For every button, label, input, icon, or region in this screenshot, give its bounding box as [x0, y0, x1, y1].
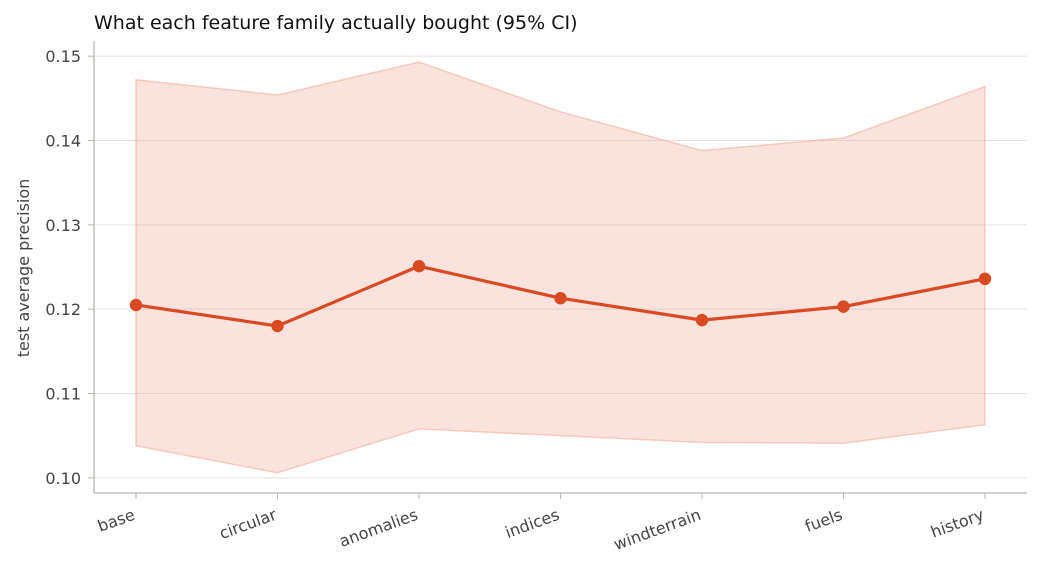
x-tick-label-circular: circular — [217, 505, 280, 543]
x-tick-label-windterrain: windterrain — [611, 505, 703, 554]
x-tick-label-indices: indices — [503, 505, 562, 542]
data-point-indices — [554, 292, 567, 305]
data-points — [129, 259, 992, 333]
ci-band — [135, 61, 986, 474]
y-tick-label: 0.10 — [45, 469, 81, 488]
y-axis-label: test average precision — [14, 179, 33, 358]
data-point-windterrain — [695, 313, 709, 327]
data-point-circular — [271, 319, 284, 333]
data-point-anomalies — [412, 259, 426, 273]
x-tick-label-anomalies: anomalies — [337, 505, 421, 551]
y-tick-label: 0.12 — [45, 300, 81, 319]
y-tick-label: 0.13 — [45, 216, 81, 235]
data-point-history — [978, 272, 992, 286]
x-ticks: base circular anomalies indices windterrain f… — [95, 493, 986, 554]
y-ticks: 0.10 0.11 0.12 0.13 0.14 0.15 — [45, 47, 94, 488]
y-tick-label: 0.14 — [45, 132, 81, 151]
chart-title: What each feature family actually bought… — [94, 12, 578, 34]
x-tick-label-fuels: fuels — [802, 505, 845, 536]
x-tick-label-history: history — [928, 505, 986, 542]
y-tick-label: 0.11 — [45, 384, 81, 403]
x-tick-label-base: base — [95, 505, 137, 536]
gridlines — [94, 55, 1027, 479]
data-point-fuels — [837, 300, 850, 313]
y-tick-label: 0.15 — [45, 47, 81, 66]
data-point-base — [129, 298, 143, 312]
